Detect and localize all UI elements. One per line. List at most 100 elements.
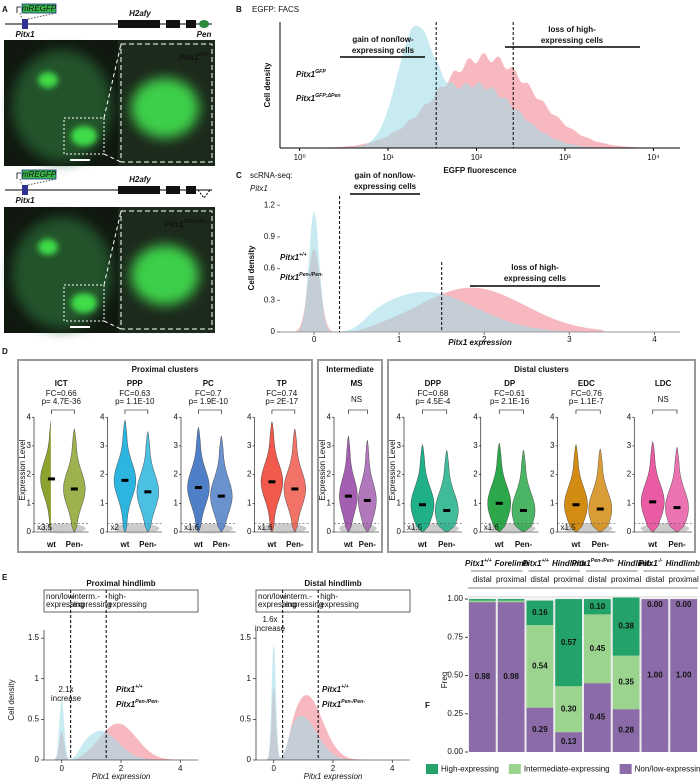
value-label: 0.16 (532, 608, 548, 617)
median-mark (418, 503, 426, 507)
category-label: Pen- (438, 540, 456, 549)
y-tick-label: 1 (247, 674, 252, 683)
annotation: expressing cells (504, 274, 567, 283)
y-tick-label: 3 (174, 441, 179, 450)
annotation: gain of non/low- (354, 171, 416, 180)
stat-bracket (498, 409, 524, 414)
bin-label: non/low- (46, 592, 77, 601)
category-label: wt (119, 540, 129, 549)
bin-label: expressing (73, 600, 112, 609)
legend-entry-base: Pitx1 (280, 273, 300, 282)
violin (511, 449, 536, 532)
stat-label: NS (351, 395, 362, 404)
x-tick-label: 2 (119, 764, 124, 773)
bar-segment (526, 625, 554, 708)
x-tick-label: 4 (178, 764, 183, 773)
inset-glow (131, 245, 199, 305)
y-tick-label: 0.6 (264, 264, 276, 273)
y-tick-label: 1 (247, 498, 252, 507)
y-tick-label: 1 (35, 674, 40, 683)
group-box (317, 359, 383, 553)
bin-label: expressing (46, 600, 85, 609)
neighbor-label: H2afy (129, 175, 151, 184)
density-cyan (290, 25, 663, 149)
x-tick-label: 0 (60, 764, 65, 773)
neighbor-exon (118, 186, 160, 194)
median-mark (291, 487, 299, 491)
cluster-title: TP (277, 379, 288, 388)
note: 2.1x (58, 685, 73, 694)
stat-label: FC=0.66 (46, 389, 77, 398)
category-label: distal (588, 575, 607, 584)
cluster-title: DP (504, 379, 516, 388)
title: EGFP: FACS (252, 5, 299, 14)
y-tick-label: 0 (35, 755, 40, 764)
x-tick-label: 2 (331, 764, 336, 773)
bin-label: interm.- (285, 592, 312, 601)
group-box (17, 359, 313, 553)
bin-label: interm.- (73, 592, 100, 601)
stat-label: p= 2E-17 (265, 397, 298, 406)
y-tick-label: 4 (247, 412, 252, 421)
y-tick-label: 0 (174, 527, 179, 536)
bin-header (43, 589, 199, 613)
y-tick-label: 0 (397, 527, 402, 536)
legend-entry: Pitx1+/+ (322, 684, 349, 694)
y-tick-label: 4 (327, 412, 332, 421)
violin (210, 435, 233, 532)
fold-label: x3.5 (37, 523, 53, 532)
y-tick-label: 3 (27, 441, 32, 450)
density-cyan (261, 642, 399, 760)
cluster-title: MS (351, 379, 364, 388)
zero-mass (113, 523, 160, 534)
y-tick-label: 2 (27, 470, 32, 479)
value-label: 0.30 (561, 704, 577, 713)
y-tick-label: 4 (397, 412, 402, 421)
header-label-sup: +/+ (484, 558, 492, 564)
neighbor-exon (186, 186, 196, 194)
stat-label: p= 1.1E-10 (115, 397, 155, 406)
genotype-label: Pitx1GFP (179, 52, 209, 62)
group-box (387, 359, 696, 553)
category-label: wt (46, 540, 56, 549)
legend-entry-base: Pitx1 (116, 700, 136, 709)
note: increase (51, 694, 82, 703)
violin (641, 440, 665, 532)
bar-segment (670, 599, 697, 752)
category-label: Pen- (359, 540, 377, 549)
legend-entry-sup: GFP (315, 69, 326, 75)
bin-label: expressing (285, 600, 324, 609)
bar-segment (469, 600, 496, 603)
median-mark (495, 501, 503, 505)
category-label: wt (647, 540, 657, 549)
legend-entry: Pitx1+/+ (280, 252, 307, 262)
violin (283, 428, 306, 532)
annotation: expressing cells (352, 46, 415, 55)
enhancer-label: Pen (197, 30, 212, 39)
value-label: 0.98 (503, 672, 519, 681)
value-label: 1.00 (676, 671, 692, 680)
stat-bracket (652, 409, 678, 414)
legend-entry-base: Pitx1 (322, 700, 342, 709)
y-tick-label: 0.00 (447, 747, 463, 756)
fold-label: x1.6 (184, 523, 200, 532)
stat-label: p= 2.1E-16 (490, 397, 530, 406)
fold-label: x1.6 (484, 523, 500, 532)
median-mark (572, 503, 580, 507)
glow (38, 72, 58, 88)
violin (339, 435, 358, 532)
y-tick-label: 1 (100, 498, 105, 507)
category-label: Pen- (213, 540, 231, 549)
category-label: Pen- (515, 540, 533, 549)
header-label-base: Pitx1 (522, 559, 542, 568)
stat-label: NS (658, 395, 669, 404)
y-tick-label: 3 (247, 441, 252, 450)
y-axis-label: Cell density (7, 679, 16, 720)
stat-bracket (51, 409, 75, 414)
x-tick-label: 10³ (559, 153, 571, 162)
value-label: 0.54 (532, 661, 548, 670)
bar-segment (526, 600, 554, 626)
legend-entry-sup: GFP;ΔPen (315, 93, 340, 99)
